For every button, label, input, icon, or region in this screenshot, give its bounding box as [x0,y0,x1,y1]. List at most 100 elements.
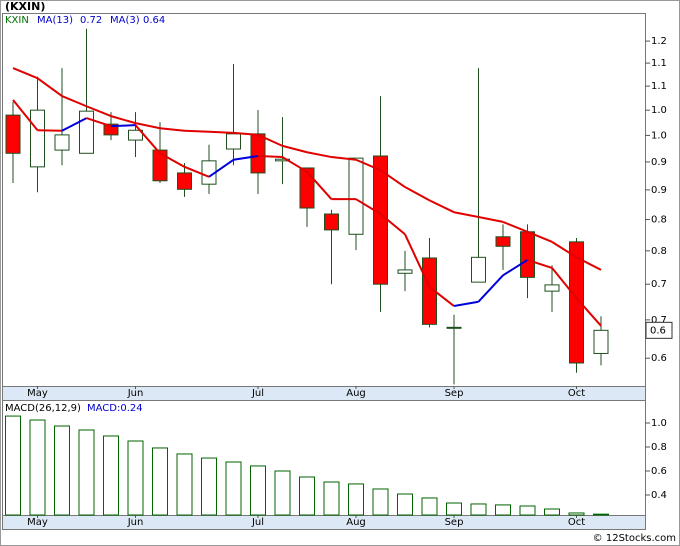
bar [78,429,95,516]
candle-body [593,329,609,354]
ma-line [281,156,308,173]
ma-line [477,274,504,303]
legend-value: 0.64 [143,15,165,26]
candle-body [275,158,290,162]
ma-line [404,233,431,288]
y-tick-label: 1.2 [651,36,667,47]
y-tick-label: 1.1 [651,58,667,69]
bar [397,493,413,516]
bar [225,461,242,516]
ma-line [208,130,234,134]
ma-line [478,216,504,223]
ma-line [527,230,553,243]
y-tick-label: 1.1 [651,81,667,92]
bar [274,470,291,516]
ma-line [306,151,332,159]
candle-body [226,133,241,150]
candle-body [128,129,143,141]
y-tick-label: 0.7 [651,279,667,290]
ma-line [429,199,455,214]
candle-body [569,241,584,364]
y-tick-label: 0.7 [651,315,667,326]
ma-line [428,286,455,307]
ma-line [306,171,333,200]
bar [250,465,266,516]
y-tick-label: 0.8 [651,442,667,453]
bar [348,483,364,516]
ma-line [257,154,283,159]
ma-line [527,258,553,269]
last-price-label: 0.6 [650,325,666,336]
ma-line [12,67,38,80]
ma-line [159,127,185,132]
ma-line [61,95,87,108]
x-tick-label: Sep [445,388,464,399]
ma-line [453,300,479,308]
price-panel [2,13,646,387]
ma-line [257,133,283,147]
y-tick-label: 0.8 [651,214,667,225]
x-tick-label: Jun [127,517,144,528]
ticker: KXIN [5,15,29,26]
ma-line [36,77,63,97]
candle-body [544,284,560,292]
ma-line [159,152,185,168]
ma-line [37,129,63,132]
candle-body [30,109,45,168]
ma-line [379,213,406,236]
x-tick-label: May [27,388,48,399]
x-tick-label: May [27,517,48,528]
x-tick-label: Aug [346,517,366,528]
y-tick-label: 0.6 [651,353,667,364]
ma-line [355,158,381,172]
legend-label: MA(3) [110,15,140,26]
ma-line [184,165,210,178]
candle-body [79,110,94,154]
bar [299,476,315,516]
y-tick-label: 1.0 [651,418,667,429]
ma-line [134,124,161,154]
y-tick-label: 1.0 [651,130,667,141]
ma-line [282,144,308,154]
candle-body [299,167,315,209]
legend-label: MA(13) [37,15,73,26]
ma-line [502,259,529,277]
candle-body [152,149,168,182]
bar [323,481,340,516]
y-tick-label: 0.9 [651,157,667,168]
y-tick-label: 0.9 [651,185,667,196]
x-axis-strip [2,386,646,401]
ma-line [331,156,357,161]
bar [29,419,46,516]
candle-body [495,236,511,247]
ma-line [110,115,136,125]
ma-line [86,105,112,118]
footer: © 12Stocks.com [593,533,676,544]
macd-legend: MACD:0.24 [87,403,143,414]
ma-line [355,198,382,215]
candle-body [397,269,413,274]
x-axis-strip [2,515,646,530]
chart-title: (KXIN) [5,0,45,13]
y-tick-label: 1.0 [651,105,667,116]
bar [593,513,609,516]
ma-line [502,220,528,233]
bar [470,503,487,516]
bar [421,497,438,516]
x-tick-label: Aug [346,388,366,399]
bar [201,457,217,516]
ma-line [135,122,161,130]
bar [446,502,462,516]
x-tick-label: Jul [251,388,264,399]
candle-body [103,123,119,136]
candle-body [471,256,486,283]
candle-body [373,155,388,285]
candle-body [250,133,266,174]
bar [152,447,168,516]
x-tick-label: Sep [445,517,464,528]
macd-title: MACD(26,12,9) [5,403,81,414]
bar [495,504,511,516]
ma-line [184,129,210,133]
ma-line [551,267,578,299]
ma-line [233,131,259,136]
